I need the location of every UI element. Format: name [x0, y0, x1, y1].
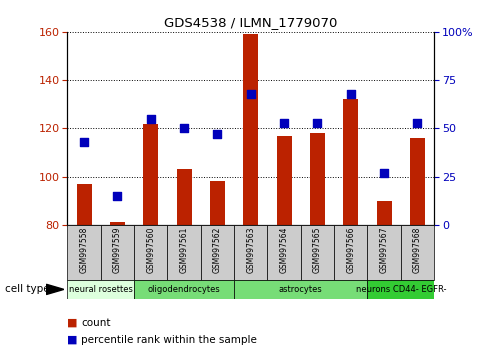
Title: GDS4538 / ILMN_1779070: GDS4538 / ILMN_1779070: [164, 16, 337, 29]
Point: [214, 131, 222, 137]
Bar: [367, 225, 401, 280]
Text: GSM997565: GSM997565: [313, 227, 322, 273]
Point: [180, 125, 188, 131]
Bar: [134, 225, 167, 280]
Bar: [267, 225, 301, 280]
Text: count: count: [81, 318, 111, 328]
Bar: [143, 124, 158, 225]
Point: [247, 91, 254, 96]
Text: GSM997558: GSM997558: [79, 227, 88, 273]
Text: oligodendrocytes: oligodendrocytes: [148, 285, 221, 294]
Bar: [243, 34, 258, 225]
Text: GSM997568: GSM997568: [413, 227, 422, 273]
Bar: [276, 136, 291, 225]
Bar: [343, 99, 358, 225]
Bar: [301, 225, 334, 280]
Bar: [67, 225, 101, 280]
Text: ■: ■: [67, 335, 78, 345]
Point: [313, 120, 321, 125]
Text: percentile rank within the sample: percentile rank within the sample: [81, 335, 257, 345]
Bar: [310, 133, 325, 225]
Bar: [377, 201, 392, 225]
Bar: [201, 225, 234, 280]
Bar: [367, 280, 434, 299]
Point: [113, 193, 121, 199]
Text: ■: ■: [67, 318, 78, 328]
Point: [80, 139, 88, 145]
Text: GSM997567: GSM997567: [380, 227, 389, 273]
Text: GSM997562: GSM997562: [213, 227, 222, 273]
Text: GSM997559: GSM997559: [113, 227, 122, 273]
Bar: [401, 225, 434, 280]
Text: neurons CD44- EGFR-: neurons CD44- EGFR-: [356, 285, 446, 294]
Point: [347, 91, 355, 96]
Bar: [76, 184, 91, 225]
Text: GSM997561: GSM997561: [180, 227, 189, 273]
Point: [280, 120, 288, 125]
Text: neural rosettes: neural rosettes: [69, 285, 133, 294]
Text: astrocytes: astrocytes: [279, 285, 323, 294]
Bar: [334, 225, 367, 280]
Text: GSM997560: GSM997560: [146, 227, 155, 273]
Polygon shape: [46, 284, 64, 295]
Point: [147, 116, 155, 121]
Point: [380, 170, 388, 176]
Text: GSM997563: GSM997563: [246, 227, 255, 273]
Bar: [177, 169, 192, 225]
Text: GSM997564: GSM997564: [279, 227, 288, 273]
Point: [414, 120, 422, 125]
Bar: [410, 138, 425, 225]
Bar: [101, 225, 134, 280]
Bar: [67, 280, 134, 299]
Text: cell type: cell type: [5, 284, 49, 295]
Bar: [110, 222, 125, 225]
Text: GSM997566: GSM997566: [346, 227, 355, 273]
Bar: [167, 225, 201, 280]
Bar: [234, 225, 267, 280]
Bar: [134, 280, 234, 299]
Bar: [234, 280, 367, 299]
Bar: [210, 181, 225, 225]
